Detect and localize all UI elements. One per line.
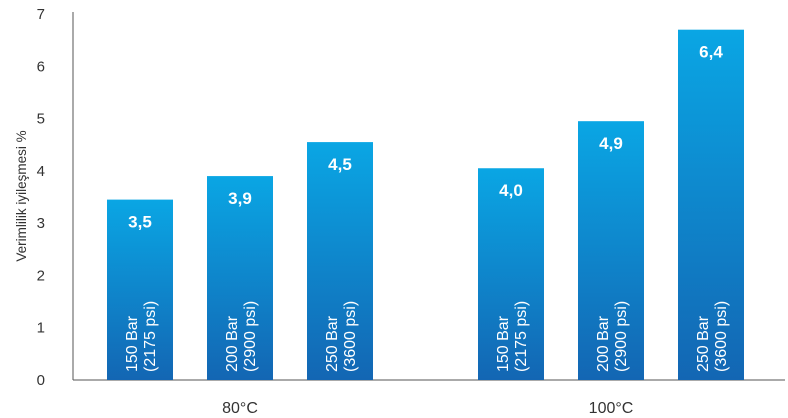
- y-tick-label: 4: [37, 163, 45, 180]
- bar-category-label: 150 Bar: [495, 315, 512, 372]
- bar-category-sublabel: (2900 psi): [613, 301, 630, 372]
- bar-value-label: 3,9: [228, 189, 252, 208]
- bar-value-label: 3,5: [128, 213, 152, 232]
- bar-category-label: 200 Bar: [595, 315, 612, 372]
- bar-category-sublabel: (3600 psi): [713, 301, 730, 372]
- bar-category-sublabel: (3600 psi): [342, 301, 359, 372]
- x-group-label: 80°C: [222, 400, 258, 417]
- bar-category-label: 150 Bar: [124, 315, 141, 372]
- bar: [578, 121, 644, 380]
- y-tick-label: 0: [37, 372, 45, 389]
- bar-value-label: 4,0: [499, 181, 523, 200]
- y-tick-label: 7: [37, 6, 45, 23]
- y-tick-label: 3: [37, 215, 45, 232]
- y-axis-ticks: 0 1 2 3 4 5 6 7: [37, 6, 45, 389]
- x-group-label: 100°C: [589, 400, 634, 417]
- bar: [478, 168, 544, 380]
- bar-category-sublabel: (2900 psi): [242, 301, 259, 372]
- y-axis-label: Verimlilik iyileşmesi %: [14, 130, 29, 261]
- y-tick-label: 5: [37, 111, 45, 128]
- bar-value-label: 4,5: [328, 155, 352, 174]
- y-tick-label: 1: [37, 320, 45, 337]
- bar-value-label: 6,4: [699, 43, 723, 62]
- y-tick-label: 6: [37, 58, 45, 75]
- bar-category-sublabel: (2175 psi): [513, 301, 530, 372]
- bar: [678, 29, 744, 380]
- bar: [207, 176, 273, 380]
- bar-category-label: 200 Bar: [224, 315, 241, 372]
- bar-category-label: 250 Bar: [695, 315, 712, 372]
- bar-category-label: 250 Bar: [324, 315, 341, 372]
- y-tick-label: 2: [37, 267, 45, 284]
- bar-category-sublabel: (2175 psi): [142, 301, 159, 372]
- bar: [107, 199, 173, 380]
- bar: [307, 142, 373, 380]
- x-axis-group-labels: 80°C 100°C: [222, 400, 633, 417]
- bar-value-label: 4,9: [599, 134, 623, 153]
